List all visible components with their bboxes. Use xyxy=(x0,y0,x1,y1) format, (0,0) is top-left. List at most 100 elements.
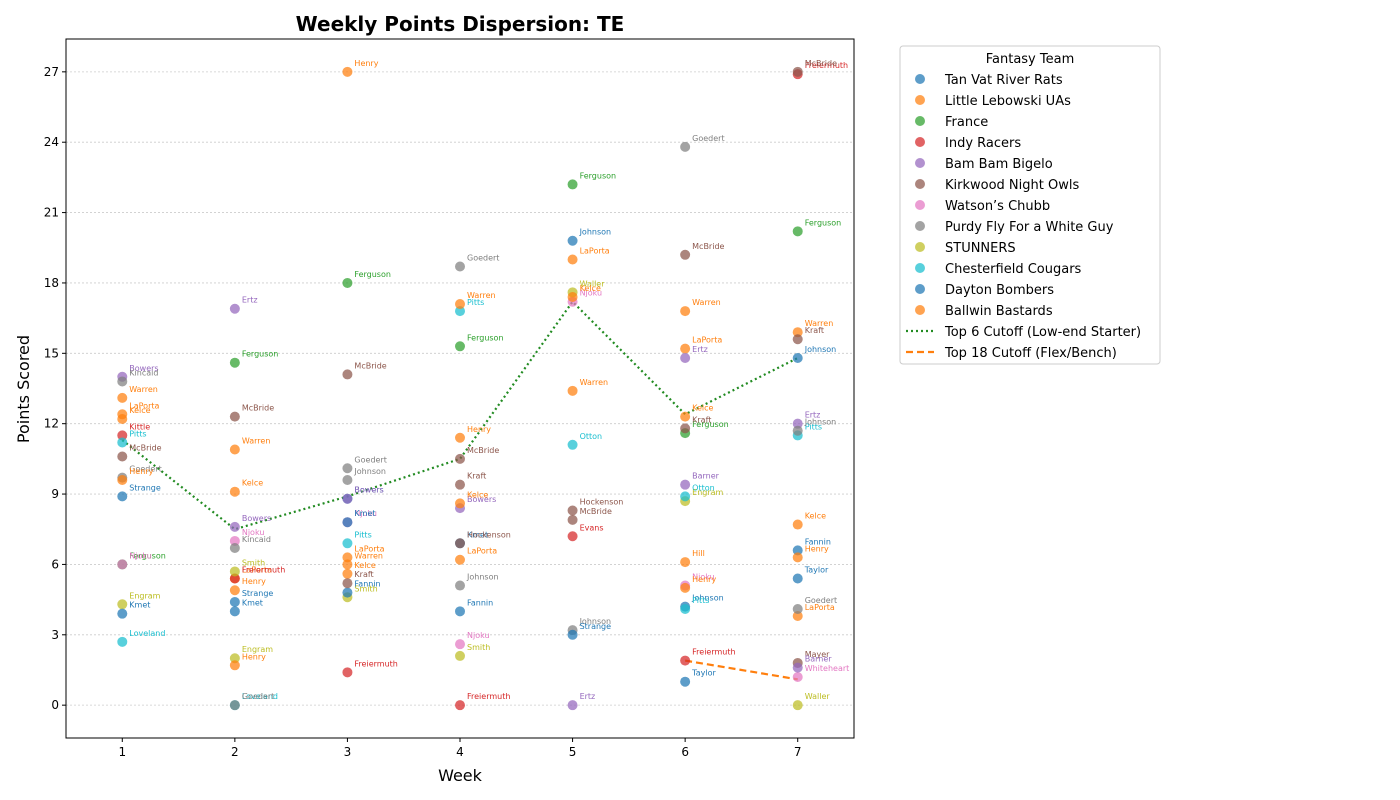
point-label: Henry xyxy=(129,467,153,476)
data-point xyxy=(567,292,578,303)
data-points xyxy=(117,66,803,711)
point-label: LaPorta xyxy=(805,603,835,612)
point-label: Goedert xyxy=(242,692,274,701)
point-label: Goedert xyxy=(467,254,499,263)
legend: Fantasy Team Tan Vat River Rats Little Le… xyxy=(899,45,1161,365)
point-label: Njoku xyxy=(129,551,152,560)
point-label: Njoku xyxy=(692,573,715,582)
data-point xyxy=(342,552,353,563)
point-label: Ertz xyxy=(580,692,596,701)
y-tick-label: 12 xyxy=(44,417,59,431)
legend-marker xyxy=(915,158,925,168)
y-tick-label: 21 xyxy=(44,206,59,220)
data-point xyxy=(455,650,465,661)
data-point xyxy=(680,343,691,354)
data-point xyxy=(117,559,128,570)
x-tick-label: 2 xyxy=(231,745,239,759)
data-point xyxy=(229,486,240,497)
point-label: Engram xyxy=(692,488,723,497)
point-label: Henry xyxy=(354,59,378,68)
data-point xyxy=(680,423,691,434)
point-label: Whiteheart xyxy=(805,664,850,673)
data-point xyxy=(680,249,691,260)
x-axis-title: Week xyxy=(438,766,483,785)
point-label: Otton xyxy=(580,432,603,441)
point-label: Pitts xyxy=(805,422,822,431)
point-label: LaPorta xyxy=(242,565,272,574)
legend-label: Kirkwood Night Owls xyxy=(945,178,1079,193)
point-label: Njoku xyxy=(580,289,603,298)
point-label: Hill xyxy=(692,549,705,558)
point-label: Kraft xyxy=(692,415,711,424)
point-label: Waller xyxy=(580,279,606,288)
x-tick-label: 4 xyxy=(456,745,464,759)
point-label: Pitts xyxy=(467,298,484,307)
data-point xyxy=(792,603,803,614)
point-label: Goedert xyxy=(129,465,161,474)
data-point xyxy=(342,538,353,549)
legend-marker xyxy=(915,221,925,231)
point-label: Warren xyxy=(242,436,271,445)
legend-label: Ballwin Bastards xyxy=(945,304,1053,319)
data-point xyxy=(792,418,803,429)
legend-marker xyxy=(915,284,925,294)
point-label: Kelce xyxy=(580,284,601,293)
data-point xyxy=(792,226,803,237)
point-label: Njoku xyxy=(242,528,265,537)
data-point xyxy=(567,179,578,190)
data-point xyxy=(680,353,691,364)
point-label: Kelce xyxy=(354,561,375,570)
data-point xyxy=(117,392,128,403)
point-label: Henry xyxy=(805,544,829,553)
point-label: Henry xyxy=(692,575,716,584)
point-label: Evans xyxy=(580,523,604,532)
point-label: McBride xyxy=(129,444,161,453)
cutoff-lines xyxy=(121,300,799,681)
point-label: McBride xyxy=(242,404,274,413)
point-label: Hockenson xyxy=(580,497,624,506)
point-label: Johnson xyxy=(804,345,837,354)
legend-marker xyxy=(915,74,925,84)
data-point xyxy=(792,334,803,345)
data-point xyxy=(342,277,353,288)
point-label: Freiermuth xyxy=(354,659,397,668)
data-point xyxy=(229,596,240,607)
y-axis-ticks: 0 3 6 9 12 15 18 21 24 27 xyxy=(44,65,66,712)
data-point xyxy=(342,568,353,579)
point-label: Fannin xyxy=(354,580,380,589)
point-label: Ferguson xyxy=(805,218,842,227)
point-label: Njoku xyxy=(354,509,377,518)
point-label: Kmet xyxy=(467,530,488,539)
data-point xyxy=(567,629,578,640)
point-label: Kincaid xyxy=(242,535,271,544)
point-label: Loveland xyxy=(129,629,165,638)
data-point xyxy=(792,519,803,530)
point-label: Pitts xyxy=(354,530,371,539)
point-label: Njoku xyxy=(467,631,490,640)
point-label: Goedert xyxy=(692,134,724,143)
point-label: Bowers xyxy=(242,514,271,523)
x-tick-label: 7 xyxy=(794,745,802,759)
point-label: Engram xyxy=(129,591,160,600)
point-label: Ertz xyxy=(692,345,708,354)
point-label: Kelce xyxy=(242,479,263,488)
data-point xyxy=(567,514,578,525)
data-point xyxy=(567,505,578,516)
data-point xyxy=(455,432,465,443)
data-point xyxy=(455,554,465,565)
data-point xyxy=(792,611,803,622)
legend-label: Bam Bam Bigelo xyxy=(945,157,1053,172)
point-label: Kraft xyxy=(805,326,824,335)
data-point xyxy=(229,566,240,577)
point-label: Warren xyxy=(692,298,721,307)
data-point xyxy=(229,543,240,554)
data-point xyxy=(680,141,691,152)
legend-marker xyxy=(915,179,925,189)
y-axis-title: Points Scored xyxy=(14,335,33,443)
data-point xyxy=(680,491,691,502)
point-label: Kmet xyxy=(242,598,263,607)
point-label: LaPorta xyxy=(129,401,159,410)
point-label: Freiermuth xyxy=(805,61,848,70)
point-label: Bowers xyxy=(467,495,496,504)
